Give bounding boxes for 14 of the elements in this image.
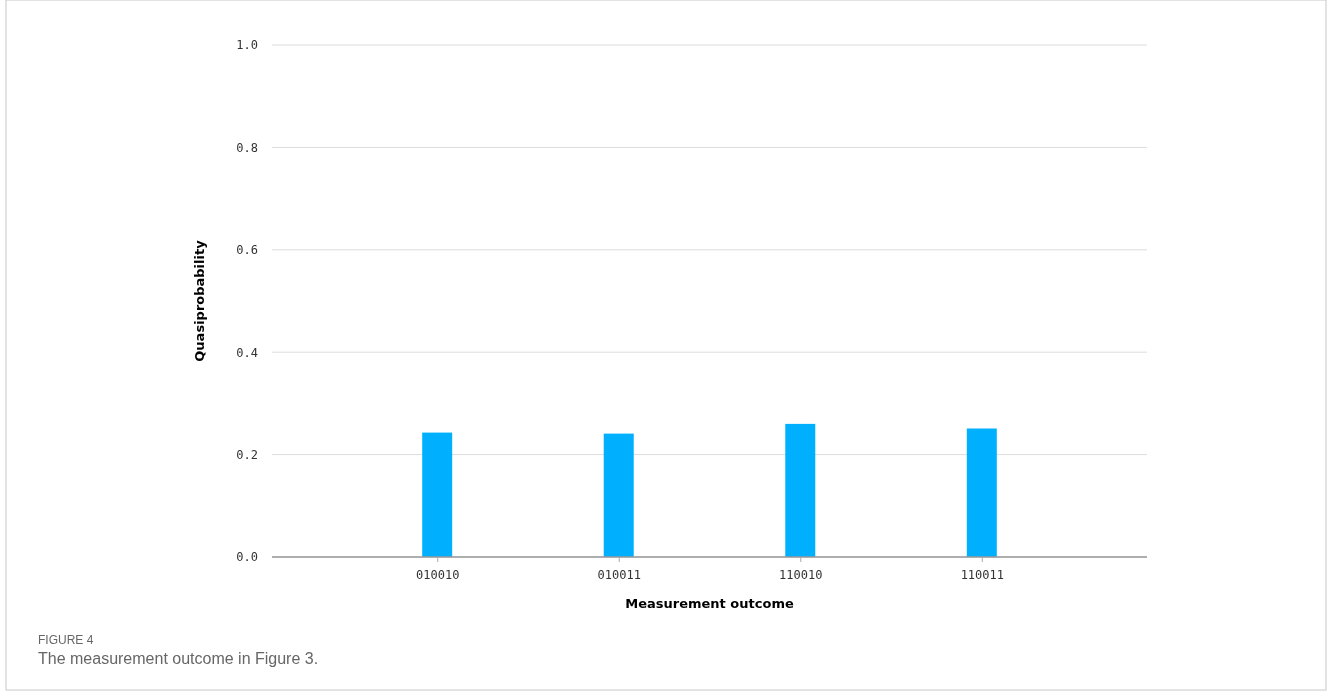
- text: The measurement outcome in Figure 3.: [38, 650, 319, 667]
- y-tick-label: 0.0: [236, 550, 258, 565]
- y-tick-label: 0.6: [236, 243, 258, 258]
- caption: FIGURE 4: [38, 633, 94, 647]
- y-tick-label: 0.4: [236, 345, 258, 360]
- x-tick-label: 010010: [416, 567, 460, 582]
- x-tick-label: 010011: [597, 567, 641, 582]
- y-tick-label: 0.2: [236, 447, 258, 462]
- x-axis-title: Measurement outcome: [625, 596, 794, 611]
- x-tick-label: 110010: [779, 567, 823, 582]
- y-tick-label: 1.0: [236, 38, 258, 53]
- y-tick-label: 0.8: [236, 140, 258, 155]
- y-axis-title: Quasiprobability: [192, 239, 207, 362]
- x-tick-label: 110011: [960, 567, 1004, 582]
